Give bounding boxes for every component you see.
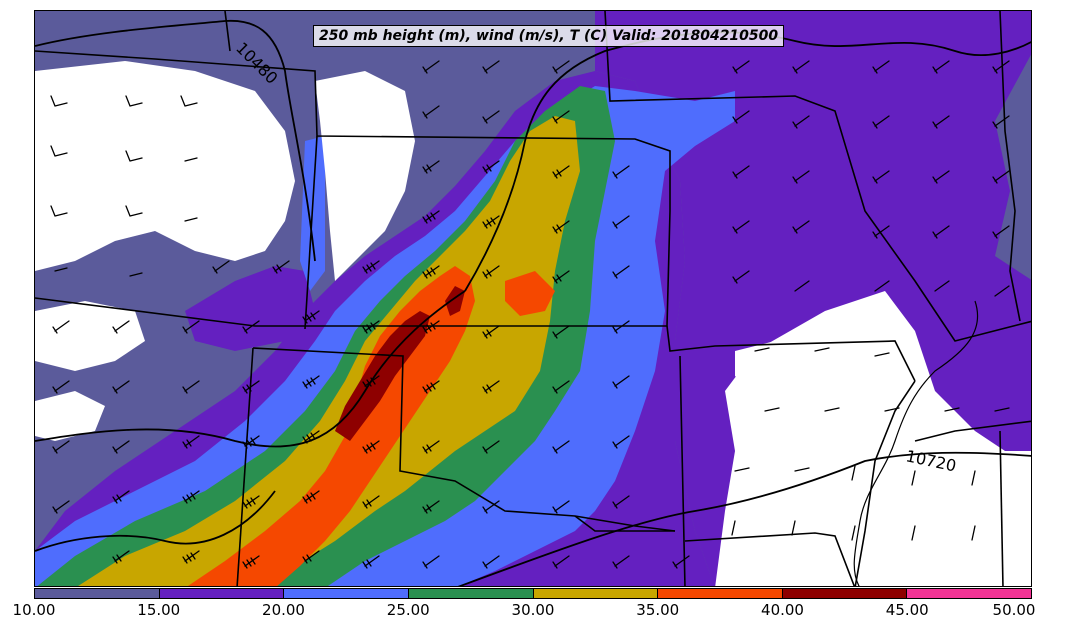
map-panel: 10480 10720 250 mb height (m), wind (m/s… <box>34 10 1032 587</box>
colorbar-segment-30-35 <box>533 589 659 598</box>
fill-below-10-sw <box>35 391 105 441</box>
colorbar-segment-40-45 <box>782 589 908 598</box>
wind-speed-map: 10480 10720 <box>35 11 1031 586</box>
colorbar-tick: 15.00 <box>137 601 181 619</box>
fill-below-10-nw <box>35 61 295 271</box>
colorbar-tick: 40.00 <box>761 601 804 619</box>
colorbar-segment-10-15 <box>35 589 160 598</box>
colorbar-tick-labels: 10.00 15.00 20.00 25.00 30.00 35.00 40.0… <box>13 601 1036 621</box>
wind-barbs <box>50 60 1010 569</box>
colorbar-tick: 45.00 <box>885 601 929 619</box>
colorbar-segment-15-20 <box>159 589 285 598</box>
state-borders <box>35 11 1031 586</box>
map-title: 250 mb height (m), wind (m/s), T (C) Val… <box>313 25 785 47</box>
fill-below-10-nw2 <box>315 71 415 281</box>
colorbar-tick: 30.00 <box>511 601 555 619</box>
colorbar-segment-20-25 <box>284 589 409 598</box>
fill-40-45 <box>335 311 430 441</box>
fill-below-10-w <box>35 301 145 371</box>
fill-35-40-blob <box>505 271 555 316</box>
colorbar-segment-45-50 <box>907 589 1031 598</box>
colorbar-tick: 25.00 <box>386 601 430 619</box>
colorbar-segment-35-40 <box>658 589 783 598</box>
colorbar-tick: 20.00 <box>262 601 305 619</box>
colorbar-tick: 50.00 <box>992 601 1036 619</box>
river-line <box>853 300 979 586</box>
colorbar-tick: 10.00 <box>12 601 56 619</box>
colorbar-tick: 35.00 <box>636 601 680 619</box>
colorbar-segment-25-30 <box>408 589 534 598</box>
fill-25-30 <box>37 86 615 586</box>
fill-below-10-e <box>735 341 805 391</box>
colorbar <box>34 588 1032 599</box>
fill-15-20-blob <box>185 266 315 351</box>
